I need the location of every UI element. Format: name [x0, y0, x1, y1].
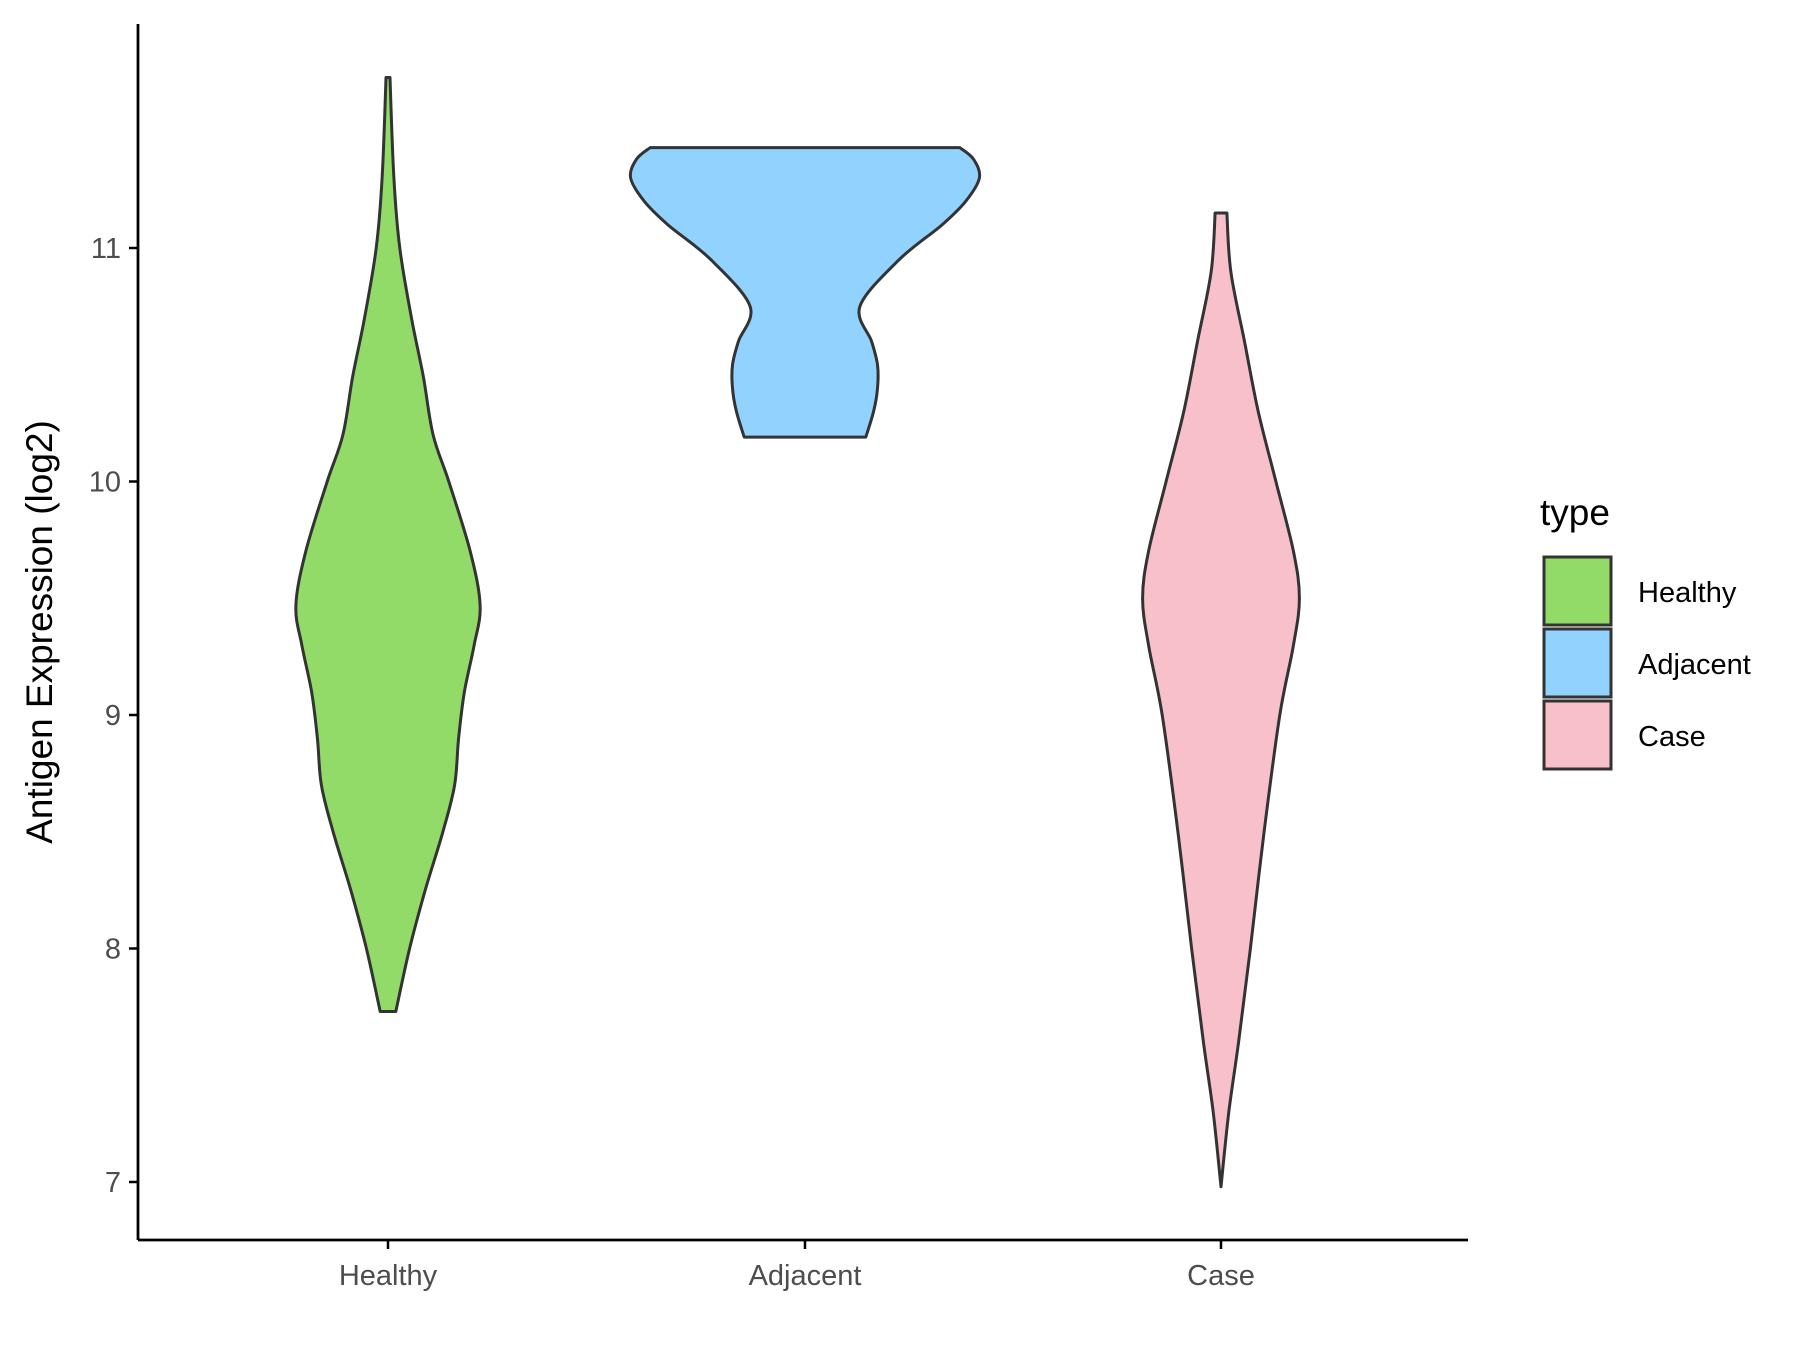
legend-key-adjacent [1542, 627, 1613, 699]
violin-adjacent [628, 146, 982, 439]
x-ticks: Healthy Adjacent Case [339, 1240, 1255, 1292]
x-tick-label: Case [1187, 1260, 1255, 1292]
legend: type Healthy Adjacent Case [1540, 492, 1751, 771]
y-tick-label: 11 [91, 233, 121, 265]
legend-label-adjacent: Adjacent [1638, 649, 1751, 681]
y-tick-label: 9 [105, 700, 121, 732]
x-tick-label: Adjacent [749, 1260, 862, 1292]
y-tick-label: 8 [105, 934, 121, 966]
violin-healthy [294, 76, 482, 1013]
legend-label-healthy: Healthy [1638, 577, 1737, 609]
y-tick-label: 7 [105, 1167, 121, 1199]
plot-area [294, 76, 1301, 1189]
legend-key-case [1542, 699, 1613, 771]
x-tick-label: Healthy [339, 1260, 438, 1292]
legend-key-healthy [1542, 555, 1613, 627]
axes [136, 24, 1468, 1242]
y-axis-title: Antigen Expression (log2) [19, 420, 60, 844]
y-tick-label: 10 [89, 467, 121, 499]
violin-case [1141, 211, 1301, 1189]
y-ticks: 7 8 9 10 11 [89, 233, 138, 1199]
legend-label-case: Case [1638, 721, 1706, 753]
legend-title: type [1540, 492, 1610, 533]
